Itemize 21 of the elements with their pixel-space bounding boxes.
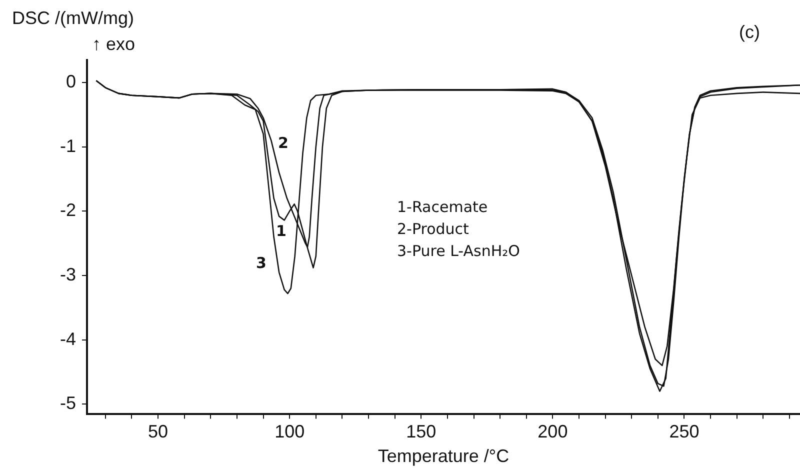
x-tick-label: 200	[538, 422, 568, 442]
y-tick-label: -2	[60, 200, 76, 220]
annotation: 3	[256, 254, 266, 272]
y-tick-label: -1	[60, 136, 76, 156]
annotation: 2	[278, 134, 288, 152]
y-tick-label: -5	[60, 393, 76, 414]
x-tick-label: 250	[669, 422, 700, 442]
x-tick-label: 100	[274, 422, 305, 442]
annotation: 2-Product	[397, 219, 469, 240]
y-tick-label: -3	[60, 264, 76, 284]
y-tick-label: -4	[60, 328, 76, 349]
y-tick-label: 0	[66, 71, 76, 92]
x-axis-title: Temperature /°C	[378, 446, 510, 466]
x-tick-label: 50	[148, 422, 168, 442]
annotation: 1	[276, 222, 286, 240]
y-axis-title: DSC /(mW/mg)	[12, 8, 134, 29]
chart-title: (c)	[739, 22, 760, 43]
annotation: 3-Pure L-AsnH₂O	[397, 241, 520, 262]
text: ↑ exo	[92, 34, 136, 55]
annotation: 1-Racemate	[397, 197, 488, 218]
x-tick-label: 150	[406, 422, 436, 442]
